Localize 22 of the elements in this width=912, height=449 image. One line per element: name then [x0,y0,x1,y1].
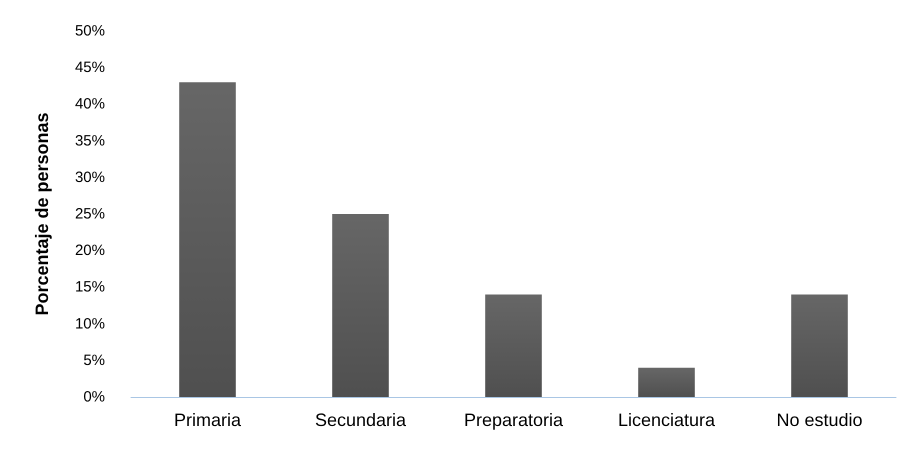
y-tick-label: 15% [74,278,105,296]
y-tick-label: 20% [74,242,105,260]
y-tick-label: 50% [74,22,105,40]
x-tick-label: Preparatoria [464,410,564,430]
y-tick-label: 45% [74,59,105,76]
y-tick-label: 5% [83,352,105,369]
bar [179,82,236,397]
x-tick-label: No estudio [776,410,863,430]
y-tick-label: 30% [74,168,105,186]
bar [791,294,848,397]
y-tick-label: 10% [74,315,105,332]
x-tick-label: Primaria [174,410,242,430]
y-tick-label: 25% [74,206,105,222]
y-tick-label: 0% [83,388,105,406]
bar [332,214,389,397]
bar [638,368,695,397]
bar [485,294,542,397]
x-tick-label: Licenciatura [618,410,716,430]
y-tick-label: 40% [74,96,105,113]
y-axis-title: Porcentaje de personas [32,112,52,316]
y-tick-label: 35% [74,132,105,150]
x-tick-label: Secundaria [314,410,408,430]
